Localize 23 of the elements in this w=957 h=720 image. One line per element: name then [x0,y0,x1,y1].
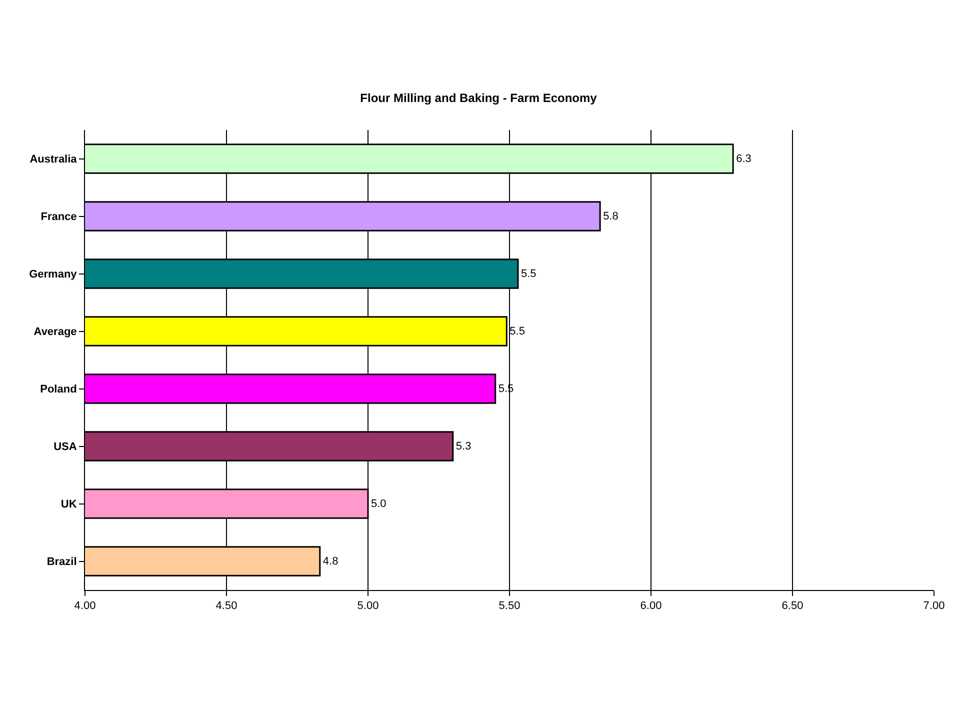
y-tick-label: France [40,211,77,224]
data-label: 5.8 [603,210,618,222]
x-tick-label: 7.00 [923,600,945,612]
data-label: 5.0 [371,498,386,510]
x-tick-label: 5.50 [498,600,520,612]
y-tick-label: UK [60,498,77,511]
chart-title: Flour Milling and Baking - Farm Economy [360,91,598,105]
x-tick-label: 6.00 [640,600,662,612]
y-tick-label: Germany [29,268,78,281]
y-tick-label: Brazil [46,556,77,568]
x-tick-label: 6.50 [782,600,804,612]
data-label: 5.5 [520,268,536,280]
y-tick-label: USA [54,441,77,454]
y-tick-label: Average [34,326,77,338]
x-tick-label: 4.50 [216,600,238,612]
data-label: 4.8 [322,555,338,568]
x-tick-label: 5.00 [357,600,379,612]
data-label: 5.5 [510,325,525,338]
y-tick-label: Australia [30,154,78,166]
data-label: 5.3 [456,440,472,452]
y-tick-label: Poland [40,384,77,396]
data-label: 6.3 [736,152,752,165]
x-tick-label: 4.00 [74,600,96,612]
